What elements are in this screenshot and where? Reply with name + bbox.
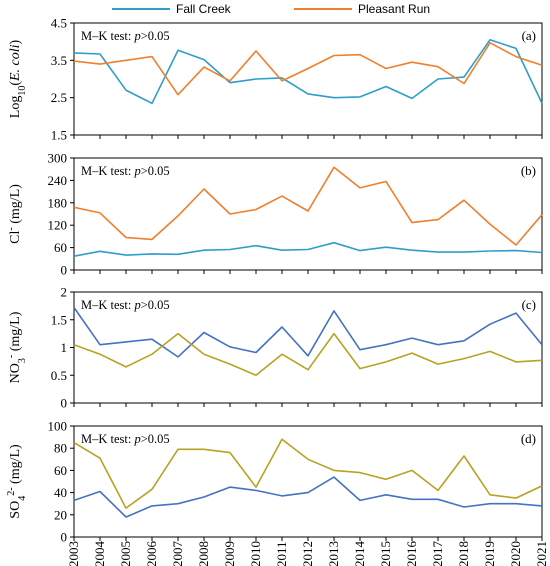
series-line-fall-creek	[73, 241, 543, 257]
x-tick-label: 2008	[196, 541, 211, 566]
y-tick-label: 0.5	[51, 368, 67, 383]
panel-label: (c)	[522, 297, 536, 312]
mk-test-annotation: M–K test: p>0.05	[81, 432, 170, 446]
x-tick-label: 2007	[170, 541, 185, 566]
y-tick-label: 0	[61, 263, 68, 278]
y-tick-label: 20	[54, 507, 67, 522]
x-tick-label: 2012	[300, 541, 315, 566]
y-tick-label: 300	[48, 151, 68, 166]
y-tick-label: 2.5	[51, 90, 67, 105]
y-tick-label: 180	[48, 195, 68, 210]
x-tick-label: 2004	[92, 541, 107, 566]
y-tick-label: 60	[54, 240, 67, 255]
x-tick-label: 2013	[326, 541, 341, 566]
y-tick-label: 2	[61, 285, 68, 300]
y-axis-label: Log10(E. coli)	[8, 39, 28, 118]
x-tick-label: 2014	[352, 541, 367, 566]
series-line-pleasant-run	[73, 438, 543, 509]
x-tick-label: 2011	[274, 541, 289, 566]
x-tick-label: 2021	[534, 541, 549, 566]
x-tick-label: 2017	[430, 541, 445, 566]
chart-panel-c: 0 0.5 1 1.5 2 NO3- (mg/L) M–K test: p>0.05 (c)	[6, 285, 543, 411]
x-tick-label: 2019	[482, 541, 497, 566]
y-axis-label: NO3- (mg/L)	[6, 311, 28, 383]
mk-test-annotation: M–K test: p>0.05	[81, 164, 170, 178]
y-tick-label: 0	[61, 530, 68, 545]
y-axis-label: SO42- (mg/L)	[6, 444, 28, 519]
y-tick-label: 1	[61, 340, 68, 355]
chart-panel-d: 0 20 40 60 80 100 SO42- (mg/L) M–K test: p>0.05…	[6, 419, 550, 566]
x-tick-label: 2015	[378, 541, 393, 566]
y-tick-label: 0	[61, 396, 68, 411]
series-line-fall-creek	[73, 38, 543, 105]
series-line-fall-creek	[73, 476, 543, 518]
y-tick-label: 4.5	[51, 16, 67, 31]
y-tick-label: 1.5	[51, 128, 67, 143]
legend-label-pleasant-run: Pleasant Run	[358, 2, 430, 16]
legend: Fall Creek Pleasant Run	[112, 2, 430, 16]
y-tick-label: 1.5	[51, 312, 67, 327]
panel-label: (a)	[522, 28, 536, 43]
y-tick-label: 120	[48, 218, 68, 233]
chart-panel-b: 0 60 120 180 240 300 Cl- (mg/L) M–K test: p>0.0…	[6, 151, 543, 278]
x-tick-label: 2020	[508, 541, 523, 566]
mk-test-annotation: M–K test: p>0.05	[81, 29, 170, 43]
series-line-pleasant-run	[73, 332, 543, 377]
x-tick-label: 2009	[222, 541, 237, 566]
series-line-pleasant-run	[73, 166, 543, 246]
panel-label: (d)	[521, 431, 536, 446]
y-axis-label: Cl- (mg/L)	[6, 184, 24, 244]
series-line-fall-creek	[73, 307, 543, 358]
mk-test-annotation: M–K test: p>0.05	[81, 298, 170, 312]
chart-panel-a: 1.5 2.5 3.5 4.5 Log10(E. coli) M–K test: p>0.…	[8, 16, 543, 143]
x-tick-label: 2010	[248, 541, 263, 566]
y-tick-label: 3.5	[51, 53, 67, 68]
y-tick-label: 40	[54, 485, 67, 500]
y-tick-label: 60	[54, 463, 67, 478]
y-tick-label: 80	[54, 441, 67, 456]
x-tick-label: 2005	[118, 541, 133, 566]
x-tick-label: 2006	[144, 541, 159, 566]
legend-label-fall-creek: Fall Creek	[176, 2, 232, 16]
y-tick-label: 100	[48, 419, 68, 434]
x-tick-label: 2018	[456, 541, 471, 566]
x-tick-label: 2003	[66, 541, 81, 566]
panels: 1.5 2.5 3.5 4.5 Log10(E. coli) M–K test: p>0.…	[6, 16, 550, 566]
x-tick-label: 2016	[404, 541, 419, 566]
panel-label: (b)	[521, 163, 536, 178]
series-line-pleasant-run	[73, 41, 543, 96]
y-tick-label: 240	[48, 173, 68, 188]
